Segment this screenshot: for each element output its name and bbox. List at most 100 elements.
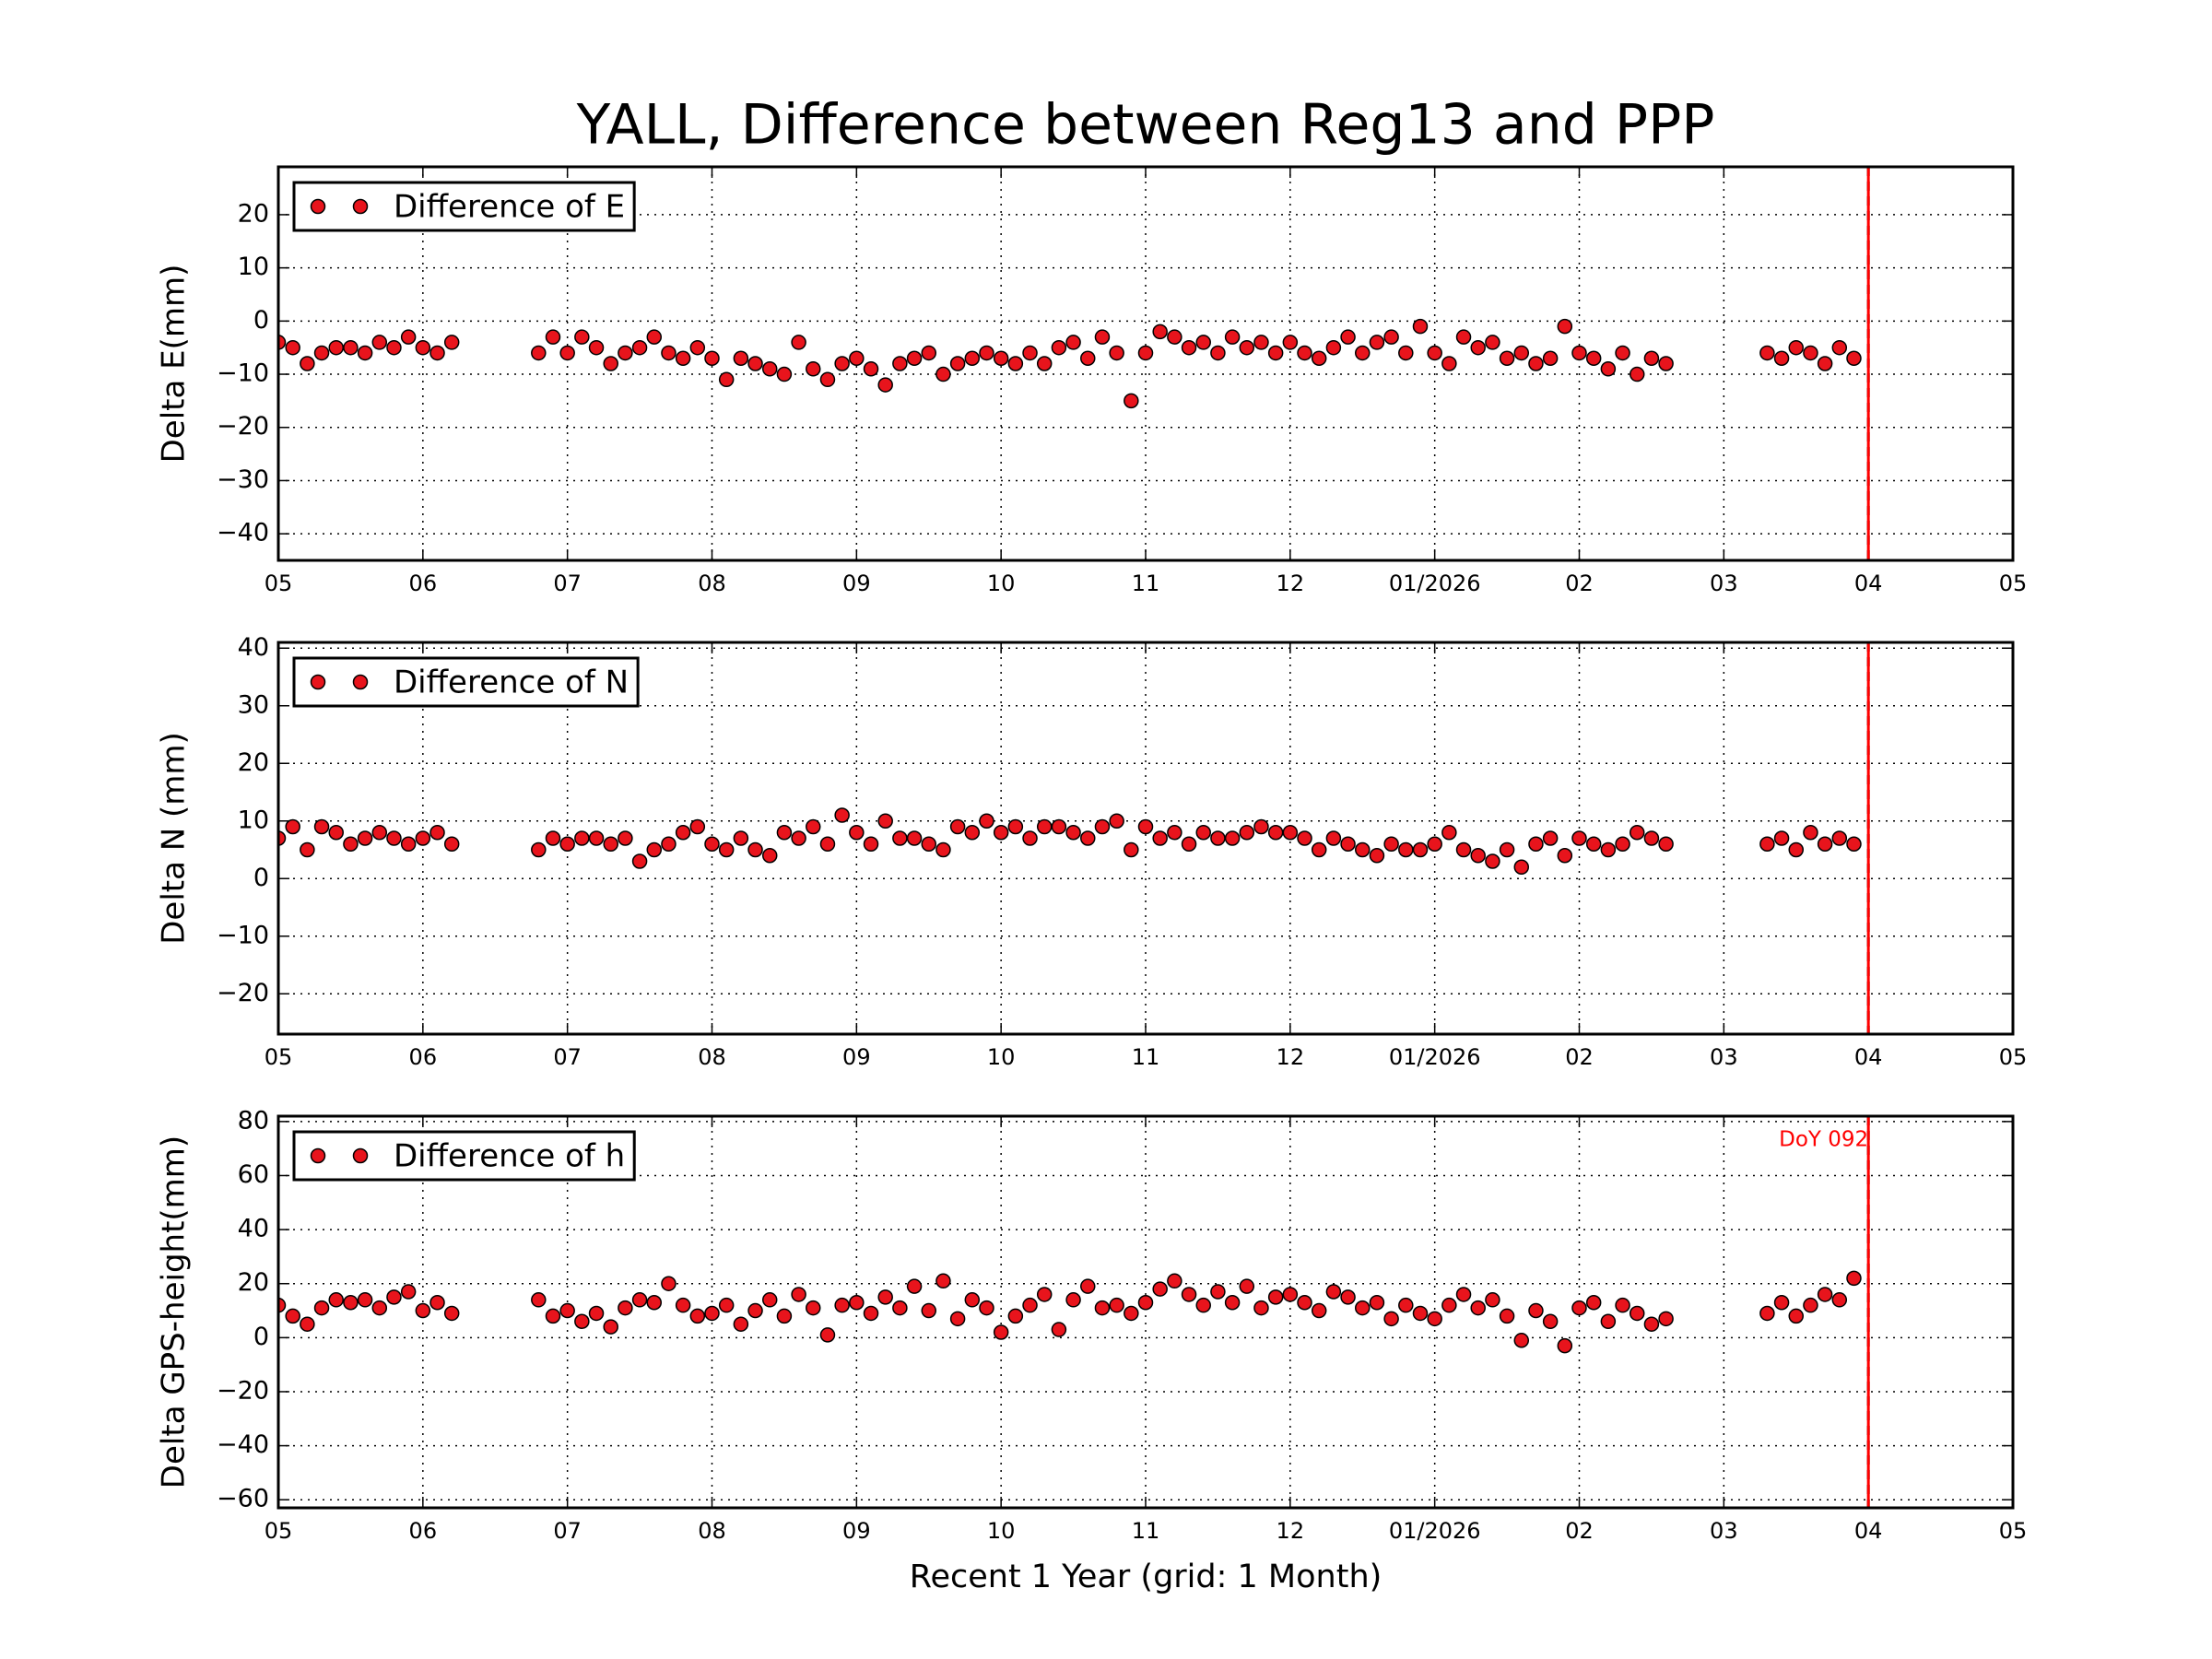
data-point: [1181, 836, 1197, 852]
data-point: [1297, 830, 1312, 846]
data-point: [1124, 393, 1139, 409]
data-point: [1051, 339, 1067, 356]
x-tick-label: 12: [1277, 1044, 1305, 1070]
data-point: [278, 1297, 287, 1313]
data-point: [1441, 1297, 1457, 1313]
data-point: [386, 1289, 402, 1305]
data-point: [1398, 345, 1414, 361]
data-point: [1513, 1333, 1530, 1348]
data-point: [733, 1316, 749, 1332]
data-point: [443, 335, 460, 350]
data-point: [863, 1305, 879, 1322]
data-point: [1528, 356, 1544, 371]
data-point: [1181, 339, 1197, 356]
data-point: [834, 1297, 850, 1313]
data-point: [1181, 1287, 1197, 1302]
data-point: [718, 1297, 735, 1313]
data-point: [559, 836, 575, 852]
data-point: [415, 1302, 431, 1319]
data-point: [1253, 1300, 1269, 1316]
data-point: [892, 1300, 908, 1316]
data-point: [343, 1294, 359, 1311]
data-point: [531, 1292, 547, 1308]
data-point: [313, 818, 330, 835]
x-tick-label: 03: [1710, 571, 1738, 596]
data-point: [1195, 335, 1211, 350]
data-point: [1007, 356, 1024, 371]
x-tick-label: 02: [1565, 1518, 1594, 1544]
x-tick-label: 01/2026: [1389, 571, 1481, 596]
legend-label: Difference of N: [394, 665, 629, 701]
data-point: [1325, 1284, 1342, 1300]
data-point: [357, 345, 373, 361]
data-point: [1167, 825, 1182, 841]
x-tick-label: 07: [553, 1044, 582, 1070]
y-tick-label: 60: [238, 1160, 269, 1189]
data-point: [747, 841, 763, 858]
data-point: [1282, 335, 1299, 350]
data-point: [646, 329, 663, 345]
data-point: [1571, 830, 1587, 846]
data-point: [1513, 859, 1530, 875]
data-point: [733, 830, 749, 846]
data-point: [357, 1292, 373, 1308]
data-point: [979, 813, 994, 829]
data-point: [1124, 841, 1139, 858]
y-tick-label: −10: [217, 359, 269, 388]
data-point: [545, 329, 561, 345]
data-point: [545, 1308, 561, 1324]
data-point: [1065, 335, 1081, 350]
data-point: [618, 1300, 633, 1316]
data-point: [704, 836, 720, 852]
legend-marker: [310, 674, 326, 690]
legend: Difference of N: [292, 656, 640, 708]
data-point: [1036, 818, 1053, 835]
series: [278, 807, 1862, 875]
data-point: [949, 1311, 966, 1327]
data-point: [1152, 1281, 1168, 1297]
x-tick-label: 06: [409, 571, 438, 596]
y-tick-label: −30: [217, 465, 269, 494]
x-tick-label: 03: [1710, 1044, 1738, 1070]
data-point: [1585, 836, 1602, 852]
data-point: [1427, 345, 1442, 361]
data-point: [1658, 836, 1674, 852]
data-point: [806, 1300, 821, 1316]
data-point: [1080, 350, 1096, 366]
data-point: [1239, 825, 1255, 841]
data-point: [1124, 1305, 1139, 1322]
data-point: [1600, 1313, 1617, 1330]
data-point: [415, 830, 431, 846]
data-point: [1109, 813, 1124, 829]
data-point: [819, 371, 836, 388]
data-point: [1557, 318, 1573, 335]
data-point: [979, 345, 994, 361]
data-point: [776, 825, 793, 841]
data-point: [313, 1300, 330, 1316]
y-tick-label: −20: [217, 412, 269, 441]
data-point: [1831, 830, 1848, 846]
x-tick-label: 11: [1132, 1518, 1160, 1544]
data-point: [646, 841, 663, 858]
data-point: [1036, 356, 1053, 371]
y-axis-label: Delta E(mm): [156, 265, 193, 464]
legend-label: Difference of E: [394, 189, 625, 226]
data-point: [761, 848, 778, 864]
y-tick-label: 20: [238, 199, 269, 228]
data-point: [921, 345, 936, 361]
legend-marker: [352, 1147, 369, 1164]
data-point: [1643, 350, 1660, 366]
data-point: [906, 350, 923, 366]
data-point: [1600, 841, 1617, 858]
data-point: [343, 339, 359, 356]
x-tick-label: 05: [265, 571, 293, 596]
data-point: [1094, 329, 1111, 345]
data-point: [1224, 830, 1241, 846]
legend-box: [292, 1130, 636, 1182]
data-point: [964, 350, 981, 366]
data-point: [718, 371, 735, 388]
data-point: [1615, 1297, 1630, 1313]
data-point: [1007, 1308, 1024, 1324]
y-tick-label: −60: [217, 1485, 269, 1513]
data-point: [631, 853, 648, 869]
